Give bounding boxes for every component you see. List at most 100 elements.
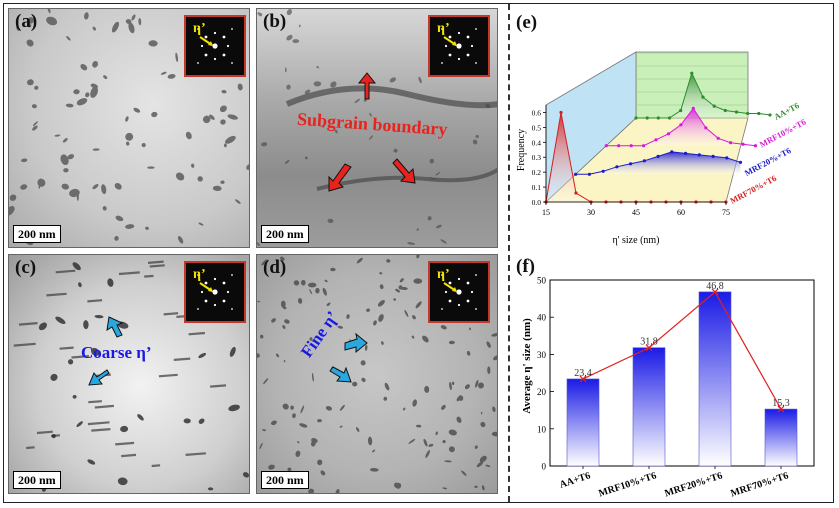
- precipitate: [295, 450, 301, 457]
- precipitate: [299, 423, 308, 428]
- precipitate: [92, 148, 100, 151]
- precipitate: [481, 485, 485, 491]
- precipitate: [63, 168, 69, 173]
- e-area-1: [606, 108, 756, 146]
- precipitate: [435, 171, 441, 176]
- e-point: [654, 138, 658, 142]
- precipitate: [128, 22, 135, 34]
- f-ytick-label: 40: [537, 313, 547, 323]
- diffraction-spot: [448, 299, 452, 303]
- rod-precipitate: [94, 404, 114, 409]
- precipitate: [309, 337, 313, 341]
- e-point: [679, 108, 683, 113]
- precipitate: [476, 461, 484, 468]
- precipitate: [69, 188, 80, 198]
- precipitate-texture-c: [13, 260, 249, 492]
- e-point: [574, 191, 578, 195]
- f-ylabel: Average η' size (nm): [521, 318, 533, 414]
- precipitate: [429, 158, 435, 164]
- precipitate: [32, 125, 38, 131]
- e-xlabel: η' size (nm): [612, 235, 659, 246]
- f-ytick-label: 10: [537, 424, 547, 434]
- diffraction-spot: [466, 35, 470, 39]
- precipitate: [472, 139, 478, 145]
- precipitate: [458, 395, 464, 401]
- precipitate: [84, 12, 89, 20]
- precipitate: [235, 199, 241, 204]
- diffraction-spot: [444, 290, 448, 294]
- e-point: [642, 159, 646, 163]
- e-point: [716, 136, 720, 140]
- diffraction-spot: [444, 44, 448, 48]
- rod-precipitate: [176, 315, 185, 318]
- precipitate: [114, 236, 119, 241]
- precipitate: [304, 156, 308, 160]
- e-ytick-label: 0.5: [532, 123, 542, 132]
- diffraction-spot: [226, 44, 230, 48]
- f-category-label: AA+T6: [558, 470, 592, 490]
- precipitate: [91, 347, 100, 356]
- precipitate: [442, 487, 448, 490]
- e-ytick-label: 0.6: [532, 108, 542, 117]
- diffraction-spot: [200, 290, 204, 294]
- precipitate: [384, 382, 390, 391]
- f-bar: [764, 408, 798, 467]
- precipitate: [26, 39, 34, 47]
- precipitate: [125, 141, 130, 146]
- panel-label-b: (b): [263, 11, 287, 32]
- diffraction-spot: [213, 277, 217, 281]
- diffraction-spot: [457, 57, 461, 61]
- precipitate: [469, 327, 471, 331]
- cyan-arrow-4: [329, 366, 352, 383]
- diffraction-spot: [204, 281, 208, 285]
- e-ytick-label: 0.4: [532, 138, 542, 147]
- precipitate: [411, 335, 415, 339]
- rod-precipitate: [158, 373, 178, 378]
- precipitate: [228, 404, 240, 412]
- precipitate: [381, 341, 384, 345]
- diffraction-spot: [475, 308, 477, 310]
- e-point: [629, 162, 633, 166]
- precipitate: [310, 440, 316, 447]
- diffraction-spot: [466, 281, 470, 285]
- e-xtick-label: 15: [542, 208, 550, 217]
- precipitate: [449, 381, 452, 391]
- precipitate: [379, 284, 384, 290]
- red-arrow-down-left: [328, 163, 352, 192]
- precipitate: [408, 438, 416, 444]
- precipitate: [94, 314, 104, 319]
- rod-precipitate: [59, 346, 74, 350]
- diffraction-pattern-icon: [197, 274, 233, 310]
- precipitate: [485, 464, 491, 468]
- precipitate: [422, 335, 429, 343]
- precipitate: [480, 421, 486, 428]
- precipitate: [133, 107, 141, 113]
- precipitate: [283, 360, 286, 363]
- precipitate: [402, 407, 406, 411]
- precipitate: [183, 418, 191, 424]
- diffraction-spot: [448, 53, 452, 57]
- diffraction-spot: [222, 299, 226, 303]
- precipitate: [316, 66, 320, 69]
- precipitate: [415, 301, 422, 309]
- precipitate: [73, 89, 80, 95]
- precipitate: [480, 411, 483, 415]
- precipitate: [352, 381, 358, 387]
- f-category-label: MRF10%+T6: [597, 470, 658, 499]
- panel-divider: [508, 4, 510, 502]
- rod-precipitate: [121, 453, 137, 458]
- precipitate: [326, 302, 331, 307]
- precipitate: [225, 135, 236, 144]
- cyan-arrow-3: [344, 332, 368, 354]
- precipitate: [60, 154, 69, 166]
- precipitate: [175, 172, 185, 181]
- diffraction-spot: [466, 53, 470, 57]
- rod-precipitate: [144, 274, 154, 278]
- precipitate: [327, 218, 334, 224]
- diffraction-spot: [231, 274, 233, 276]
- diffraction-spot: [470, 44, 474, 48]
- precipitate: [138, 18, 142, 26]
- e-point: [746, 111, 750, 116]
- diffraction-spot: [197, 308, 199, 310]
- panel-label-e: (e): [516, 12, 538, 33]
